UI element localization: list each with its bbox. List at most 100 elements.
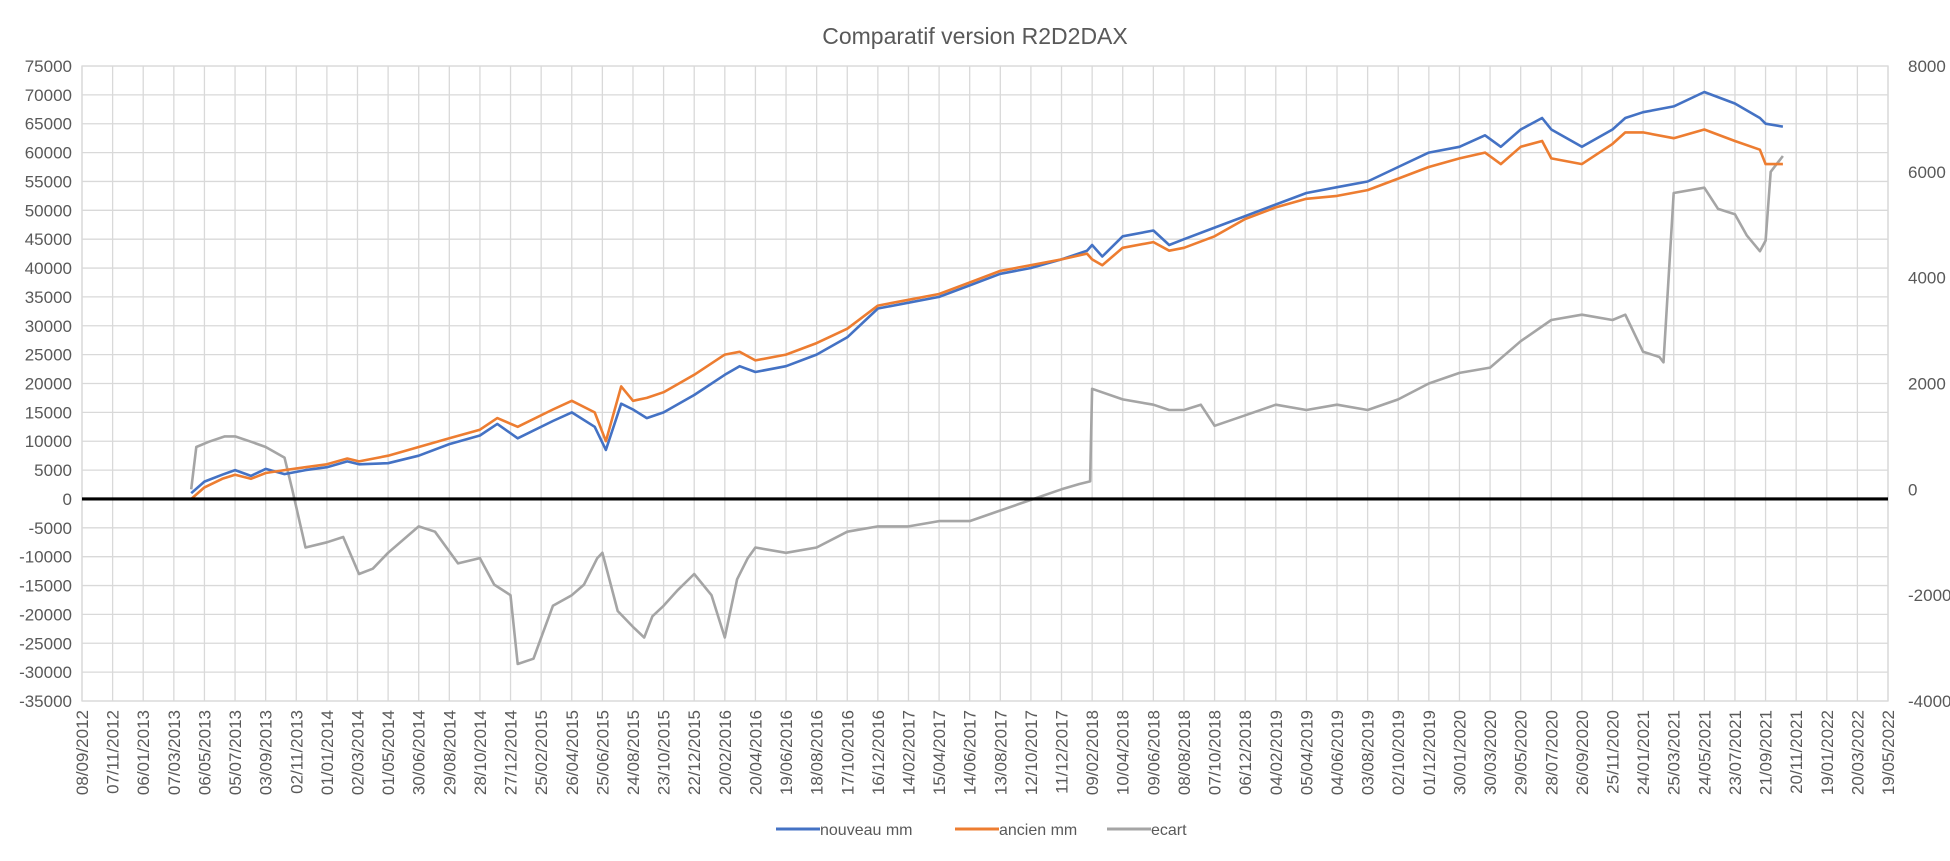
x-tick-label: 20/02/2016 bbox=[716, 710, 735, 795]
y2-tick-label: 2000 bbox=[1908, 375, 1946, 394]
x-tick-label: 20/11/2021 bbox=[1787, 710, 1806, 794]
x-tick-label: 04/02/2019 bbox=[1267, 710, 1286, 795]
y-tick-label: 10000 bbox=[25, 432, 72, 451]
y-tick-label: -15000 bbox=[19, 577, 72, 596]
x-tick-label: 15/04/2017 bbox=[930, 710, 949, 795]
y-tick-label: -20000 bbox=[19, 605, 72, 624]
x-tick-label: 06/12/2018 bbox=[1236, 710, 1255, 795]
y-tick-label: -10000 bbox=[19, 548, 72, 567]
legend-label-ecart: ecart bbox=[1151, 822, 1187, 839]
grid-layer bbox=[81, 65, 1889, 702]
x-tick-label: 01/01/2014 bbox=[318, 710, 337, 795]
x-tick-label: 19/01/2022 bbox=[1818, 710, 1837, 795]
y-tick-label: -30000 bbox=[19, 663, 72, 682]
x-tick-label: 23/07/2021 bbox=[1726, 710, 1745, 795]
y-tick-label: 30000 bbox=[25, 317, 72, 336]
x-tick-label: 14/06/2017 bbox=[961, 710, 980, 795]
x-tick-label: 30/01/2020 bbox=[1450, 710, 1469, 795]
y2-tick-label: 0 bbox=[1908, 480, 1917, 499]
legend-label-ancien-mm: ancien mm bbox=[999, 822, 1077, 839]
y-tick-label: -35000 bbox=[19, 692, 72, 711]
x-tick-label: 25/06/2015 bbox=[593, 710, 612, 795]
x-tick-label: 25/03/2021 bbox=[1665, 710, 1684, 795]
x-tick-label: 30/03/2020 bbox=[1481, 710, 1500, 795]
y-tick-label: 65000 bbox=[25, 115, 72, 134]
y-tick-label: 45000 bbox=[25, 230, 72, 249]
x-tick-label: 08/09/2012 bbox=[73, 710, 92, 795]
x-tick-label: 02/10/2019 bbox=[1389, 710, 1408, 795]
x-tick-label: 19/06/2016 bbox=[777, 710, 796, 795]
x-tick-label: 28/10/2014 bbox=[471, 710, 490, 795]
x-tick-label: 14/02/2017 bbox=[899, 710, 918, 795]
x-tick-label: 06/05/2013 bbox=[195, 710, 214, 795]
x-tick-label: 23/10/2015 bbox=[655, 710, 674, 795]
x-tick-label: 05/04/2019 bbox=[1297, 710, 1316, 795]
y-tick-label: 60000 bbox=[25, 144, 72, 163]
x-tick-label: 07/03/2013 bbox=[165, 710, 184, 795]
x-tick-label: 12/10/2017 bbox=[1022, 710, 1041, 795]
x-tick-label: 04/06/2019 bbox=[1328, 710, 1347, 795]
axis-layer: 7500070000650006000055000500004500040000… bbox=[19, 57, 1950, 795]
x-tick-label: 06/01/2013 bbox=[134, 710, 153, 795]
x-tick-label: 26/04/2015 bbox=[563, 710, 582, 795]
series-line-ancien-mm bbox=[190, 128, 1783, 500]
x-tick-label: 26/09/2020 bbox=[1573, 710, 1592, 795]
x-tick-label: 09/06/2018 bbox=[1144, 710, 1163, 795]
x-tick-label: 17/10/2016 bbox=[838, 710, 857, 795]
legend: nouveau mm ancien mm ecart bbox=[776, 822, 1187, 839]
y-tick-label: 5000 bbox=[34, 461, 72, 480]
x-tick-label: 27/12/2014 bbox=[502, 710, 521, 795]
plot-area-border bbox=[81, 65, 1889, 702]
x-tick-label: 09/02/2018 bbox=[1083, 710, 1102, 795]
x-tick-label: 18/08/2016 bbox=[808, 710, 827, 795]
chart-title: Comparatif version R2D2DAX bbox=[822, 23, 1128, 49]
x-tick-label: 24/05/2021 bbox=[1695, 710, 1714, 795]
x-tick-label: 29/05/2020 bbox=[1512, 710, 1531, 795]
series-line-ecart bbox=[189, 155, 1784, 666]
x-tick-label: 02/03/2014 bbox=[348, 710, 367, 795]
x-tick-label: 13/08/2017 bbox=[991, 710, 1010, 795]
x-tick-label: 07/10/2018 bbox=[1206, 710, 1225, 795]
x-tick-label: 10/04/2018 bbox=[1114, 710, 1133, 795]
x-tick-label: 01/05/2014 bbox=[379, 710, 398, 795]
x-tick-label: 30/06/2014 bbox=[410, 710, 429, 795]
y2-tick-label: 6000 bbox=[1908, 163, 1946, 182]
series-layer bbox=[82, 90, 1888, 666]
y2-tick-label: 4000 bbox=[1908, 269, 1946, 288]
y2-tick-label: -4000 bbox=[1908, 692, 1950, 711]
x-tick-label: 08/08/2018 bbox=[1175, 710, 1194, 795]
x-tick-label: 20/03/2022 bbox=[1848, 710, 1867, 795]
x-tick-label: 24/08/2015 bbox=[624, 710, 643, 795]
x-tick-label: 11/12/2017 bbox=[1053, 710, 1072, 794]
x-tick-label: 24/01/2021 bbox=[1634, 710, 1653, 795]
x-tick-label: 07/11/2012 bbox=[104, 710, 123, 794]
y-tick-label: 50000 bbox=[25, 201, 72, 220]
y2-tick-label: 8000 bbox=[1908, 57, 1946, 76]
y-tick-label: 0 bbox=[63, 490, 72, 509]
x-tick-label: 16/12/2016 bbox=[869, 710, 888, 795]
x-tick-label: 28/07/2020 bbox=[1542, 710, 1561, 795]
x-tick-label: 29/08/2014 bbox=[440, 710, 459, 795]
y-tick-label: 20000 bbox=[25, 375, 72, 394]
x-tick-label: 01/12/2019 bbox=[1420, 710, 1439, 795]
series-line-nouveau-mm bbox=[190, 90, 1784, 495]
y2-tick-label: -2000 bbox=[1908, 586, 1950, 605]
x-tick-label: 02/11/2013 bbox=[287, 710, 306, 794]
x-tick-label: 19/05/2022 bbox=[1879, 710, 1898, 795]
x-tick-label: 03/08/2019 bbox=[1359, 710, 1378, 795]
y-tick-label: -25000 bbox=[19, 634, 72, 653]
y-tick-label: 70000 bbox=[25, 86, 72, 105]
y-tick-label: 15000 bbox=[25, 403, 72, 422]
y-tick-label: 25000 bbox=[25, 346, 72, 365]
x-tick-label: 22/12/2015 bbox=[685, 710, 704, 795]
x-tick-label: 05/07/2013 bbox=[226, 710, 245, 795]
legend-label-nouveau-mm: nouveau mm bbox=[820, 822, 913, 839]
x-tick-label: 25/02/2015 bbox=[532, 710, 551, 795]
x-tick-label: 21/09/2021 bbox=[1757, 710, 1776, 795]
y-tick-label: -5000 bbox=[29, 519, 72, 538]
y-tick-label: 35000 bbox=[25, 288, 72, 307]
x-tick-label: 20/04/2016 bbox=[746, 710, 765, 795]
y-tick-label: 75000 bbox=[25, 57, 72, 76]
